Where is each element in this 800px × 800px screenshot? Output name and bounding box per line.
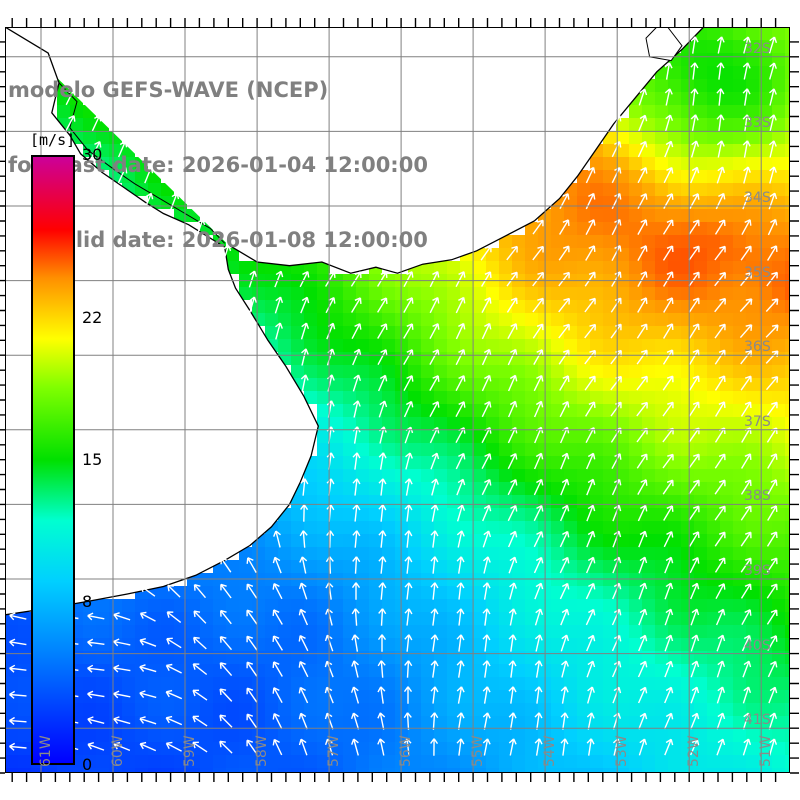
- colorbar-tick-0: 0: [82, 755, 93, 774]
- colorbar-box: [31, 155, 75, 765]
- map-plot-area: [5, 27, 790, 773]
- graticule-lines: [5, 27, 790, 773]
- colorbar-tick-15: 15: [82, 450, 103, 469]
- colorbar: [31, 155, 75, 765]
- graticule-layer: [5, 27, 790, 773]
- colorbar-unit-label: [m/s]: [30, 131, 76, 149]
- colorbar-tick-8: 8: [82, 592, 93, 612]
- colorbar-tick-22: 22: [82, 307, 103, 327]
- colorbar-tick-30: 30: [82, 145, 103, 164]
- colorbar-gradient: [33, 157, 73, 763]
